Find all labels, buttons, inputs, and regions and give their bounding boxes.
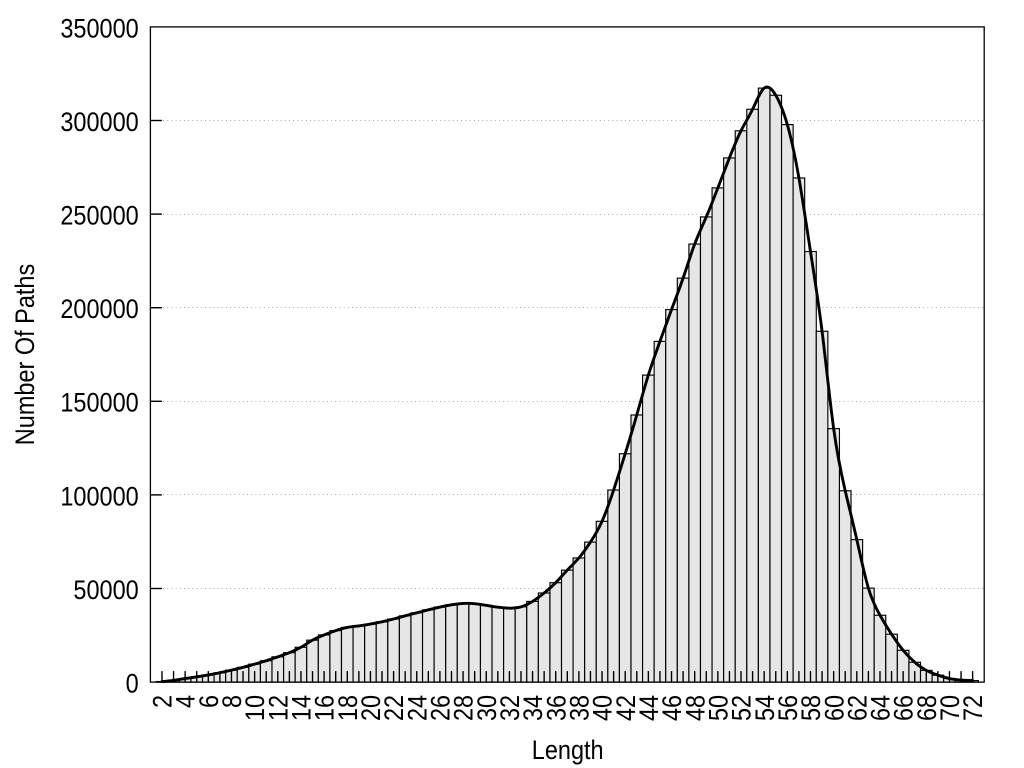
svg-text:4: 4 <box>171 695 201 708</box>
svg-text:52: 52 <box>727 695 757 721</box>
svg-text:Length: Length <box>532 735 604 765</box>
svg-text:0: 0 <box>126 669 139 699</box>
svg-text:50000: 50000 <box>73 575 138 605</box>
svg-text:22: 22 <box>380 695 410 721</box>
svg-text:54: 54 <box>750 695 780 721</box>
svg-text:350000: 350000 <box>60 14 138 44</box>
svg-text:34: 34 <box>519 695 549 721</box>
svg-text:32: 32 <box>496 695 526 721</box>
svg-text:Number Of Paths: Number Of Paths <box>11 264 41 445</box>
svg-text:64: 64 <box>866 695 896 721</box>
svg-text:14: 14 <box>287 695 317 721</box>
svg-text:300000: 300000 <box>60 107 138 137</box>
svg-text:72: 72 <box>959 695 989 721</box>
svg-text:12: 12 <box>264 695 294 721</box>
svg-text:38: 38 <box>565 695 595 721</box>
svg-text:58: 58 <box>797 695 827 721</box>
svg-text:44: 44 <box>634 695 664 721</box>
svg-text:68: 68 <box>912 695 942 721</box>
svg-text:6: 6 <box>194 695 224 708</box>
svg-text:56: 56 <box>773 695 803 721</box>
svg-text:18: 18 <box>333 695 363 721</box>
svg-text:70: 70 <box>936 695 966 721</box>
svg-text:62: 62 <box>843 695 873 721</box>
svg-text:30: 30 <box>472 695 502 721</box>
svg-text:10: 10 <box>241 695 271 721</box>
svg-text:46: 46 <box>658 695 688 721</box>
svg-text:8: 8 <box>218 695 248 708</box>
svg-text:40: 40 <box>588 695 618 721</box>
svg-text:60: 60 <box>820 695 850 721</box>
svg-text:100000: 100000 <box>60 482 138 512</box>
svg-text:16: 16 <box>310 695 340 721</box>
svg-text:250000: 250000 <box>60 201 138 231</box>
svg-text:36: 36 <box>542 695 572 721</box>
svg-text:66: 66 <box>889 695 919 721</box>
svg-text:50: 50 <box>704 695 734 721</box>
svg-text:48: 48 <box>681 695 711 721</box>
svg-text:24: 24 <box>403 695 433 721</box>
svg-text:2: 2 <box>148 695 178 708</box>
svg-text:150000: 150000 <box>60 388 138 418</box>
svg-text:42: 42 <box>611 695 641 721</box>
svg-text:200000: 200000 <box>60 295 138 325</box>
svg-text:28: 28 <box>449 695 479 721</box>
svg-text:26: 26 <box>426 695 456 721</box>
svg-text:20: 20 <box>357 695 387 721</box>
